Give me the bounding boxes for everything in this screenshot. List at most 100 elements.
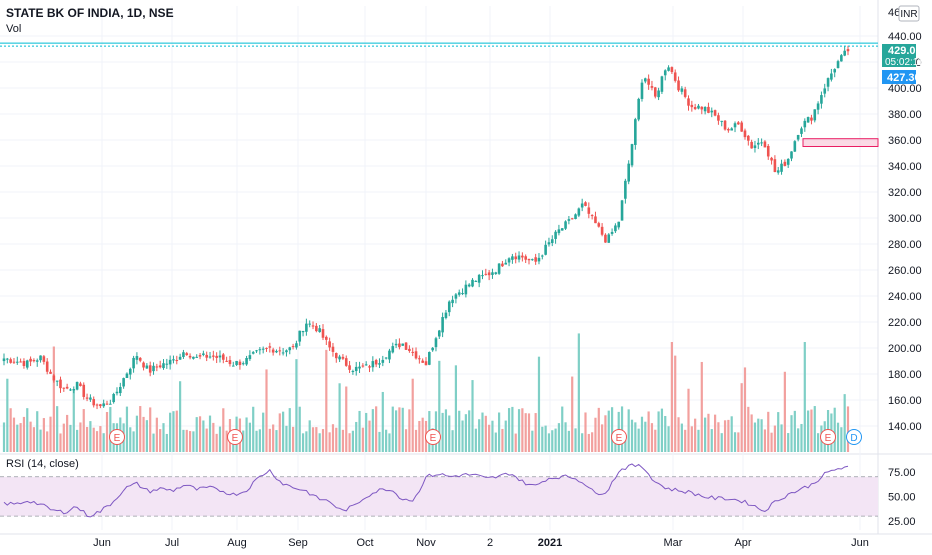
- volume-bar: [654, 429, 657, 452]
- volume-bar: [478, 419, 481, 452]
- candle-body: [474, 280, 478, 282]
- candle-body: [481, 275, 484, 277]
- candle-body: [766, 145, 770, 157]
- volume-bar: [571, 376, 574, 452]
- volume-bar: [524, 413, 527, 452]
- candle-body: [65, 386, 69, 389]
- candle-body: [846, 49, 850, 52]
- candle-body: [109, 403, 112, 405]
- volume-bar: [414, 429, 418, 452]
- volume-bar: [753, 422, 757, 452]
- volume-bar: [471, 380, 474, 452]
- candle-body: [374, 360, 378, 365]
- volume-bar: [690, 426, 693, 452]
- volume-bar: [311, 427, 315, 452]
- candle-body: [494, 272, 498, 274]
- candle-body: [168, 359, 172, 365]
- volume-bar: [198, 416, 202, 452]
- volume-bar: [730, 416, 733, 452]
- earnings-marker-circle: [109, 429, 125, 445]
- volume-bar: [418, 420, 421, 452]
- volume-bar: [634, 422, 637, 452]
- candle-body: [484, 273, 488, 275]
- candle-body: [743, 130, 747, 138]
- candle-body: [118, 386, 122, 394]
- candle-body: [298, 330, 302, 342]
- candle-body: [434, 338, 438, 348]
- candle-body: [624, 180, 627, 199]
- candle-body: [501, 263, 504, 267]
- volume-bar: [52, 346, 55, 452]
- candle-body: [610, 231, 614, 234]
- volume-legend[interactable]: Vol: [6, 23, 21, 35]
- candle-body: [394, 343, 398, 346]
- volume-bar: [840, 427, 843, 452]
- volume-bar: [222, 408, 225, 452]
- candle-body: [617, 221, 621, 228]
- x-tick-label: Aug: [227, 537, 247, 549]
- volume-bar: [627, 409, 630, 452]
- candle-body: [218, 355, 222, 358]
- candle-body: [142, 362, 145, 368]
- candle-body: [820, 95, 823, 104]
- support-zone[interactable]: [802, 138, 879, 147]
- volume-bar: [707, 413, 710, 452]
- prev-price-text: 427.30: [887, 72, 921, 84]
- rsi-layer: [3, 463, 849, 518]
- candle-body: [753, 145, 757, 148]
- candle-body: [99, 404, 102, 407]
- candle-body: [570, 218, 574, 220]
- candle-body: [683, 89, 687, 97]
- candle-body: [338, 356, 341, 360]
- volume-bar: [833, 407, 836, 452]
- volume-bar: [378, 431, 381, 452]
- earnings-marker-circle: [227, 429, 243, 445]
- volume-bar: [89, 421, 92, 452]
- volume-bar: [165, 433, 168, 452]
- candle-body: [783, 161, 787, 166]
- candle-body: [667, 67, 670, 71]
- candle-body: [155, 366, 159, 368]
- rsi-legend[interactable]: RSI (14, close): [6, 458, 79, 470]
- volume-bar: [541, 426, 544, 452]
- x-tick-label: Jun: [93, 537, 111, 549]
- volume-bar: [242, 430, 245, 452]
- volume-bar: [208, 415, 212, 452]
- volume-bar: [95, 431, 99, 452]
- candle-body: [315, 325, 318, 332]
- candle-body: [22, 360, 26, 366]
- candle-body: [212, 355, 215, 357]
- volume-bar: [574, 428, 577, 452]
- candle-body: [843, 50, 846, 56]
- earnings-marker[interactable]: E: [109, 429, 125, 445]
- candle-body: [42, 356, 46, 362]
- volume-bar: [787, 433, 790, 452]
- symbol-title[interactable]: STATE BK OF INDIA, 1D, NSE: [6, 6, 174, 20]
- volume-bar: [365, 412, 368, 452]
- volume-bar: [46, 431, 49, 452]
- volume-bar: [803, 342, 806, 452]
- volume-bar: [408, 409, 411, 452]
- candle-body: [806, 117, 810, 123]
- volume-bar: [391, 406, 394, 452]
- candle-body: [69, 389, 72, 391]
- dividend-marker[interactable]: D: [846, 429, 862, 445]
- currency-badge[interactable]: INR: [898, 5, 920, 22]
- candle-body: [285, 350, 288, 353]
- earnings-marker[interactable]: E: [425, 429, 441, 445]
- candle-body: [228, 360, 232, 365]
- volume-bar: [285, 425, 288, 452]
- earnings-marker[interactable]: E: [227, 429, 243, 445]
- candle-body: [328, 341, 331, 348]
- volume-bar: [291, 426, 295, 452]
- volume-bar: [783, 371, 786, 452]
- candle-body: [152, 365, 155, 372]
- volume-bar: [640, 416, 644, 452]
- earnings-marker[interactable]: E: [611, 429, 627, 445]
- candle-body: [371, 361, 375, 368]
- earnings-marker[interactable]: E: [820, 429, 836, 445]
- volume-bar: [218, 426, 222, 452]
- volume-bar: [245, 417, 248, 452]
- y-tick-label: 320.00: [888, 187, 922, 199]
- candle-body: [524, 256, 527, 260]
